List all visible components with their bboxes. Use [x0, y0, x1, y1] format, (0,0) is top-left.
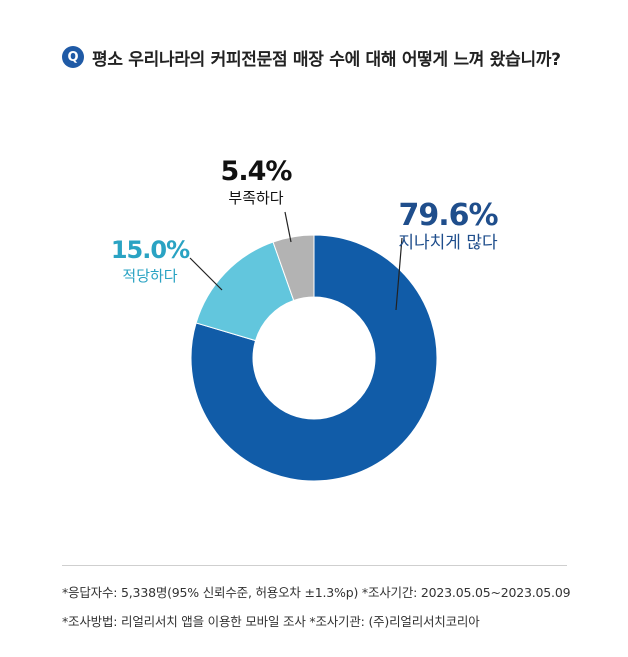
slice-percent-2: 5.4%: [221, 156, 293, 187]
q-badge: Q: [62, 46, 84, 68]
slice-label-2: 부족하다: [228, 189, 283, 207]
divider: [62, 565, 567, 566]
slice-2: [272, 234, 315, 302]
question-text: 평소 우리나라의 커피전문점 매장 수에 대해 어떻게 느껴 왔습니까?: [92, 49, 561, 70]
footnote-line-2: *조사방법: 리얼리서치 앱을 이용한 모바일 조사 *조사기관: (주)리얼리…: [62, 614, 480, 629]
slice-percent-0: 79.6%: [398, 198, 498, 233]
donut-chart: 79.6%지나치게 많다 15.0% 적당하다 5.4% 부족하다: [111, 156, 499, 482]
footnote-line-1: *응답자수: 5,338명(95% 신뢰수준, 허용오차 ±1.3%p) *조사…: [62, 585, 571, 600]
slice-label-1: 적당하다: [122, 267, 177, 285]
leader-line-1: [189, 257, 223, 291]
question-header: Q 평소 우리나라의 커피전문점 매장 수에 대해 어떻게 느껴 왔습니까?: [62, 44, 561, 70]
leader-line-0: [395, 237, 403, 311]
slice-label-0: 지나치게 많다: [398, 233, 498, 253]
slice-percent-1: 15.0%: [111, 236, 190, 264]
leader-line-2: [284, 211, 292, 243]
slice-0: [190, 234, 438, 482]
